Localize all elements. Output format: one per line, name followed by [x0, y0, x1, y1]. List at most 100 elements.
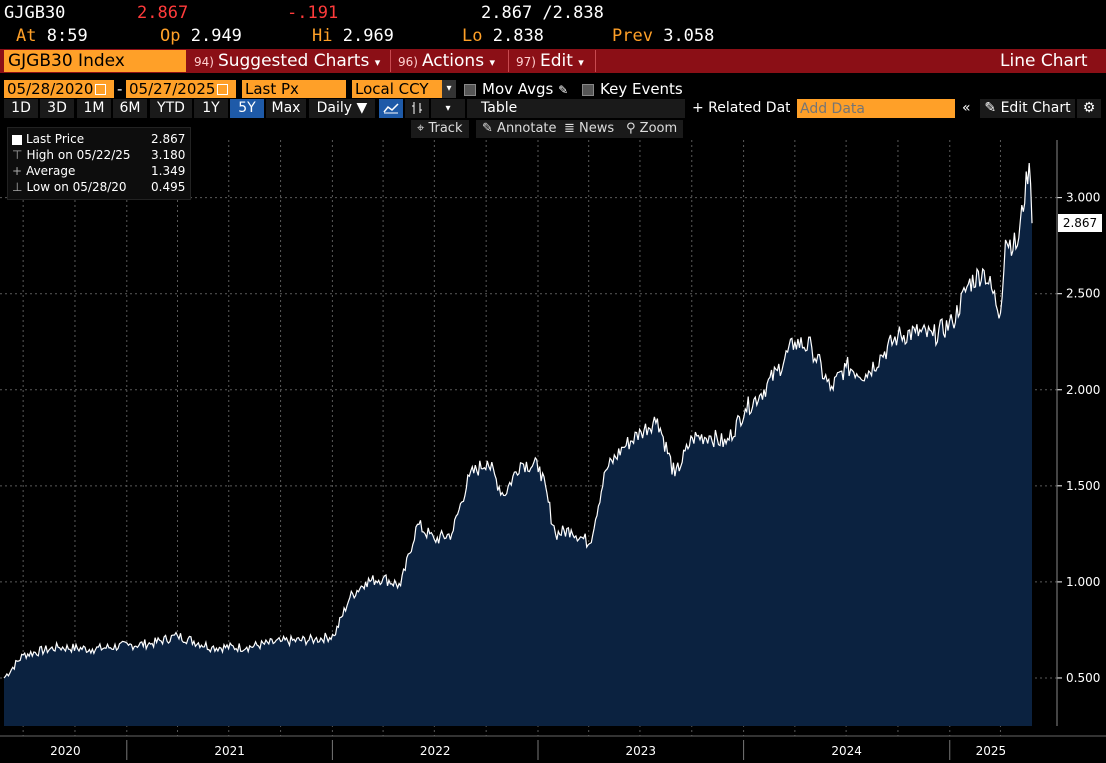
period-1m-button[interactable]: 1M [77, 99, 111, 118]
edit-chart-button[interactable]: ✎ Edit Chart [980, 99, 1075, 118]
line-chart-icon[interactable] [379, 99, 403, 118]
actions-menu[interactable]: 96) Actions ▾ [398, 50, 495, 72]
start-date-field[interactable]: 05/28/2020 [4, 80, 114, 98]
currency-selector[interactable]: Local CCY ▾ [352, 80, 456, 98]
legend-last-label: Last Price [26, 132, 85, 146]
table-button[interactable]: Table [467, 99, 685, 118]
zoom-tool[interactable]: ⚲ Zoom [620, 120, 684, 138]
period-5y-button[interactable]: 5Y [230, 99, 264, 118]
news-tool[interactable]: ≣ News [558, 120, 621, 138]
net-change: -.191 [287, 3, 339, 23]
actions-label: Actions [421, 51, 485, 71]
prev-value: 3.058 [663, 26, 715, 46]
currency-value: Local CCY [355, 80, 429, 98]
period-max-button[interactable]: Max [266, 99, 306, 118]
edit-chart-label: Edit Chart [1000, 100, 1071, 116]
y-tick-label: 1.500 [1066, 479, 1100, 493]
x-tick-label: 2022 [420, 744, 451, 758]
start-date-value: 05/28/2020 [7, 80, 94, 98]
chevron-down-icon: ▾ [489, 56, 495, 69]
legend-high-value: 3.180 [151, 148, 186, 162]
price-chart[interactable]: 0.500 1.000 1.500 2.000 2.500 3.000 2020 2021 2… [0, 140, 1106, 763]
chevron-down-icon: ▾ [374, 56, 381, 69]
ticker-symbol: GJGB30 [4, 3, 66, 23]
chart-type-label[interactable]: Line Chart [1000, 51, 1088, 71]
low-value: 2.838 [492, 26, 544, 46]
track-tool[interactable]: ⌖ Track [411, 120, 469, 138]
end-date-value: 05/27/2025 [129, 80, 216, 98]
pencil-icon: ✎ [984, 100, 997, 116]
bid-ask: 2.867 /2.838 [481, 3, 604, 23]
frequency-selector[interactable]: Daily ▼ [309, 99, 375, 118]
y-tick-label: 2.500 [1066, 287, 1100, 301]
key-events-toggle[interactable]: Key Events [582, 80, 683, 98]
legend-avg-value: 1.349 [151, 164, 186, 178]
period-1d-button[interactable]: 1D [4, 99, 38, 118]
low-marker-icon: ⊥ [12, 180, 23, 194]
news-label: News [579, 121, 615, 136]
high-marker-icon: ⊤ [12, 148, 23, 162]
menu-divider [390, 50, 391, 72]
period-ytd-button[interactable]: YTD [150, 99, 192, 118]
checkbox-icon[interactable] [464, 83, 476, 96]
legend-high-label: High on 05/22/25 [26, 148, 131, 162]
y-tick-label: 0.500 [1066, 671, 1100, 685]
mov-avgs-label: Mov Avgs [482, 80, 554, 98]
chevron-down-icon[interactable]: ▾ [431, 99, 465, 118]
high-label: Hi [312, 26, 333, 46]
calendar-icon[interactable] [95, 84, 107, 95]
prev-label: Prev [612, 26, 653, 46]
y-tick-label: 3.000 [1066, 191, 1100, 205]
legend-last-value: 2.867 [151, 132, 186, 146]
x-tick-label: 2023 [626, 744, 657, 758]
collapse-icon[interactable]: « [962, 100, 971, 116]
add-data-input[interactable] [797, 99, 955, 118]
key-events-label: Key Events [600, 80, 683, 98]
high-value: 2.969 [342, 26, 394, 46]
legend-low-label: Low on 05/28/20 [26, 180, 127, 194]
low-label: Lo [462, 26, 483, 46]
field-selector[interactable]: Last Px [242, 80, 346, 98]
period-1y-button[interactable]: 1Y [194, 99, 228, 118]
magnifier-icon: ⚲ [626, 121, 636, 136]
date-dash: - [117, 80, 123, 98]
actions-num: 96) [398, 55, 418, 69]
suggested-num: 94) [194, 55, 214, 69]
calendar-icon[interactable] [217, 84, 229, 95]
frequency-value: Daily [316, 100, 353, 116]
checkbox-icon[interactable] [582, 83, 594, 96]
security-field[interactable]: GJGB30 Index [4, 50, 186, 72]
y-tick-label: 2.000 [1066, 383, 1100, 397]
price-line [3, 163, 1033, 679]
at-label: At [16, 26, 37, 46]
period-3d-button[interactable]: 3D [40, 99, 74, 118]
track-label: Track [428, 121, 463, 136]
menu-divider [595, 50, 596, 72]
y-tick-label: 1.000 [1066, 575, 1100, 589]
legend-swatch [12, 134, 22, 145]
news-icon: ≣ [564, 121, 575, 136]
average-marker-icon: + [12, 164, 23, 178]
last-price: 2.867 [137, 3, 189, 23]
annotate-tool[interactable]: ✎ Annotate [476, 120, 563, 138]
caret-down-icon: ▼ [356, 100, 368, 116]
mov-avgs-toggle[interactable]: Mov Avgs ✎ [464, 80, 568, 99]
menu-divider [508, 50, 509, 72]
y-axis: 0.500 1.000 1.500 2.000 2.500 3.000 [1056, 140, 1100, 726]
suggested-charts-menu[interactable]: 94) Suggested Charts ▾ [194, 50, 380, 72]
pencil-icon[interactable]: ✎ [558, 83, 569, 97]
at-time: 8:59 [46, 26, 88, 46]
gear-icon[interactable]: ⚙ [1077, 99, 1101, 118]
period-6m-button[interactable]: 6M [113, 99, 147, 118]
open-value: 2.949 [190, 26, 242, 46]
edit-num: 97) [516, 55, 536, 69]
x-tick-label: 2021 [214, 744, 245, 758]
annotate-label: Annotate [497, 121, 557, 136]
suggested-label: Suggested Charts [217, 51, 370, 71]
edit-menu[interactable]: 97) Edit ▾ [516, 50, 584, 72]
end-date-field[interactable]: 05/27/2025 [126, 80, 236, 98]
bar-chart-icon[interactable] [405, 99, 429, 118]
x-tick-label: 2020 [50, 744, 81, 758]
related-data-button[interactable]: + Related Data [692, 100, 790, 116]
chart-legend: Last Price 2.867 ⊤ High on 05/22/25 3.180… [7, 127, 191, 200]
